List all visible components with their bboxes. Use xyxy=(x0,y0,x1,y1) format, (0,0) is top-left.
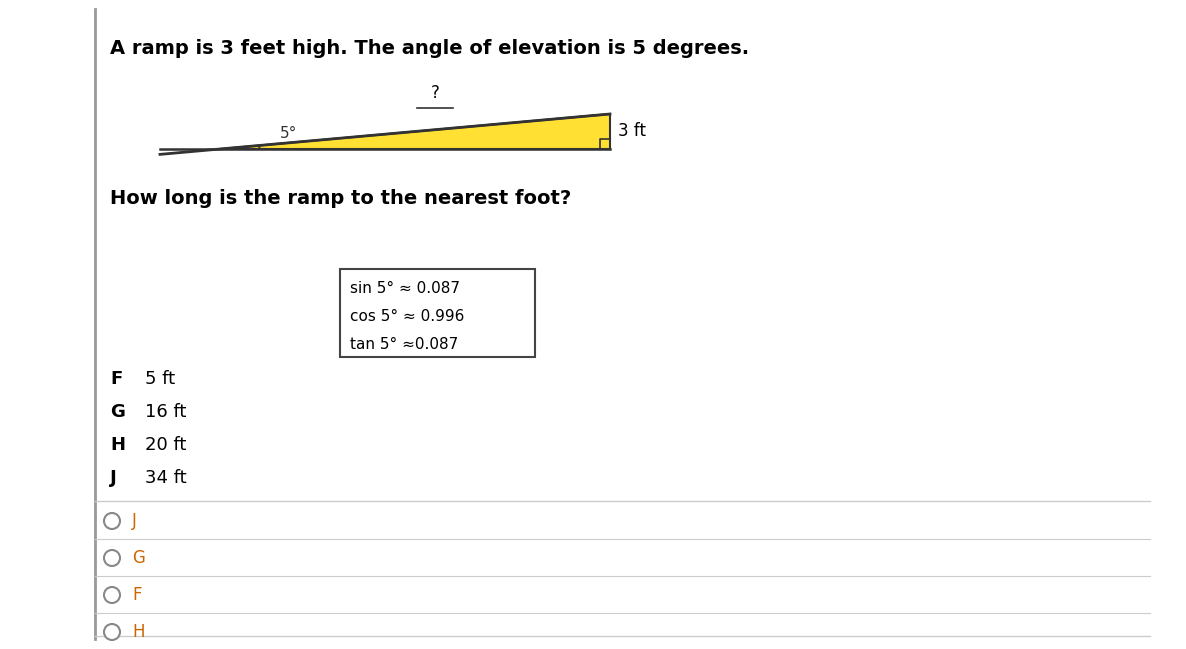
Text: tan 5° ≈0.087: tan 5° ≈0.087 xyxy=(350,337,458,352)
Circle shape xyxy=(104,550,120,566)
Text: F: F xyxy=(132,586,141,604)
FancyBboxPatch shape xyxy=(340,269,535,357)
Text: ?: ? xyxy=(431,84,440,103)
Polygon shape xyxy=(219,114,610,149)
Text: 16 ft: 16 ft xyxy=(145,403,186,421)
Circle shape xyxy=(104,624,120,640)
Text: F: F xyxy=(110,370,122,388)
Text: 5 ft: 5 ft xyxy=(145,370,176,388)
Text: 5°: 5° xyxy=(280,126,298,141)
Text: How long is the ramp to the nearest foot?: How long is the ramp to the nearest foot… xyxy=(110,189,572,208)
Text: G: G xyxy=(110,403,125,421)
Text: 34 ft: 34 ft xyxy=(145,469,186,487)
Circle shape xyxy=(104,587,120,603)
Text: J: J xyxy=(132,512,136,530)
Text: A ramp is 3 feet high. The angle of elevation is 5 degrees.: A ramp is 3 feet high. The angle of elev… xyxy=(110,39,750,58)
Circle shape xyxy=(104,513,120,529)
Text: H: H xyxy=(110,436,125,454)
Text: 20 ft: 20 ft xyxy=(145,436,186,454)
Text: G: G xyxy=(132,549,145,567)
Text: 3 ft: 3 ft xyxy=(618,123,646,140)
Text: cos 5° ≈ 0.996: cos 5° ≈ 0.996 xyxy=(350,309,465,324)
Text: H: H xyxy=(132,623,145,641)
Text: sin 5° ≈ 0.087: sin 5° ≈ 0.087 xyxy=(350,281,460,296)
Text: J: J xyxy=(110,469,116,487)
